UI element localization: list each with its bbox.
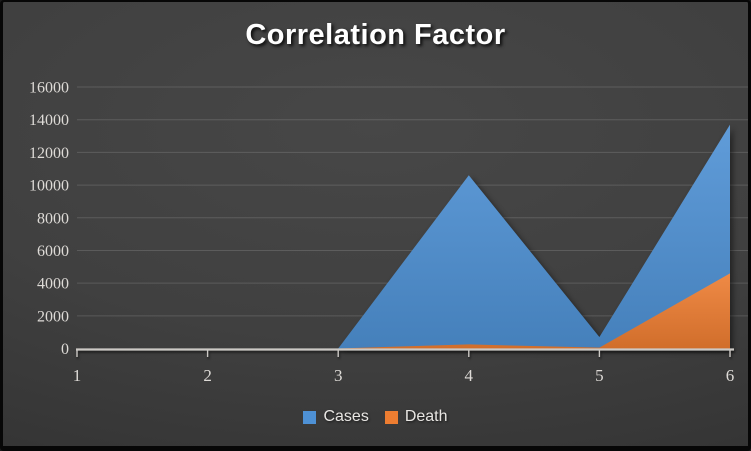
- cases-legend-label: Cases: [323, 408, 369, 425]
- x-tick-label: 3: [334, 366, 343, 385]
- x-tick-label: 1: [73, 366, 82, 385]
- legend-item-death[interactable]: Death: [384, 408, 448, 426]
- legend: Cases Death: [3, 408, 748, 426]
- y-tick-label: 4000: [37, 276, 69, 293]
- x-tick-label: 5: [595, 366, 604, 385]
- death-legend-label: Death: [404, 408, 448, 425]
- cases-legend-swatch: [303, 410, 317, 424]
- y-tick-label: 6000: [37, 243, 69, 260]
- chart-title: Correlation Factor: [245, 19, 506, 51]
- death-legend-swatch: [384, 410, 398, 424]
- cases-area-series[interactable]: [77, 124, 730, 349]
- plot-area: 0 2000 4000 6000 8000 10000 12000 14000 16000 1 2 3…: [29, 80, 748, 385]
- y-tick-label: 16000: [29, 80, 69, 97]
- legend-item-cases[interactable]: Cases: [303, 408, 369, 426]
- x-tick-label: 4: [465, 366, 474, 385]
- x-tick-label: 6: [726, 366, 735, 385]
- death-area-series[interactable]: [77, 273, 730, 349]
- y-tick-label: 2000: [37, 308, 69, 325]
- y-tick-label: 0: [61, 341, 69, 358]
- y-tick-label: 8000: [37, 210, 69, 227]
- y-tick-label: 12000: [29, 145, 69, 162]
- y-tick-label: 10000: [29, 178, 69, 195]
- y-tick-label: 14000: [29, 112, 69, 129]
- x-tick-label: 2: [203, 366, 212, 385]
